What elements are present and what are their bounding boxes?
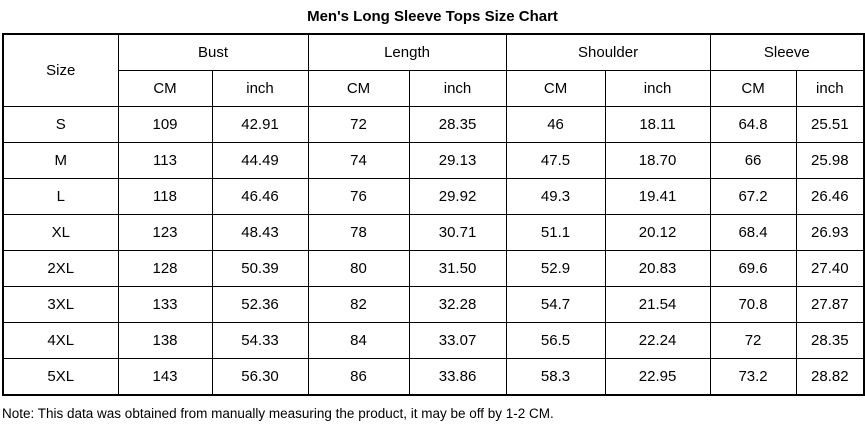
cell-shoulder-cm: 54.7	[505, 286, 606, 323]
size-chart-table: Size Bust Length Shoulder Sleeve CM inch…	[2, 33, 865, 396]
cell-shoulder-cm: 56.5	[505, 322, 606, 359]
table-row: XL 123 48.43 78 30.71 51.1 20.12 68.4 26…	[2, 214, 865, 251]
table-row: 5XL 143 56.30 86 33.86 58.3 22.95 73.2 2…	[2, 358, 865, 396]
cell-length-cm: 78	[307, 214, 410, 251]
cell-sleeve-cm: 70.8	[709, 286, 797, 323]
table-row: S 109 42.91 72 28.35 46 18.11 64.8 25.51	[2, 106, 865, 143]
header-bust-cm: CM	[117, 70, 213, 107]
cell-shoulder-inch: 19.41	[604, 178, 711, 215]
cell-shoulder-inch: 20.12	[604, 214, 711, 251]
cell-sleeve-cm: 67.2	[709, 178, 797, 215]
cell-sleeve-inch: 25.51	[795, 106, 865, 143]
cell-bust-inch: 50.39	[211, 250, 309, 287]
cell-length-inch: 28.35	[408, 106, 507, 143]
cell-length-cm: 82	[307, 286, 410, 323]
cell-shoulder-cm: 51.1	[505, 214, 606, 251]
header-unit-row: CM inch CM inch CM inch CM inch	[3, 70, 865, 107]
cell-bust-inch: 54.33	[211, 322, 309, 359]
cell-bust-inch: 44.49	[211, 142, 309, 179]
cell-bust-inch: 48.43	[211, 214, 309, 251]
cell-length-inch: 30.71	[408, 214, 507, 251]
header-shoulder-cm: CM	[505, 70, 606, 107]
cell-sleeve-cm: 69.6	[709, 250, 797, 287]
cell-length-cm: 86	[307, 358, 410, 396]
cell-shoulder-inch: 22.95	[604, 358, 711, 396]
header-size: Size	[2, 33, 119, 107]
cell-length-cm: 72	[307, 106, 410, 143]
header-bust-inch: inch	[211, 70, 309, 107]
cell-shoulder-inch: 18.70	[604, 142, 711, 179]
cell-shoulder-cm: 47.5	[505, 142, 606, 179]
header-sleeve-cm: CM	[709, 70, 797, 107]
cell-length-cm: 74	[307, 142, 410, 179]
cell-length-inch: 29.92	[408, 178, 507, 215]
note-text: Note: This data was obtained from manual…	[2, 406, 554, 421]
cell-size: 4XL	[2, 322, 119, 359]
page-title: Men's Long Sleeve Tops Size Chart	[307, 8, 558, 25]
table-row: L 118 46.46 76 29.92 49.3 19.41 67.2 26.…	[2, 178, 865, 215]
header-group-bust: Bust	[117, 33, 309, 71]
cell-length-inch: 29.13	[408, 142, 507, 179]
cell-sleeve-inch: 27.40	[795, 250, 865, 287]
cell-shoulder-cm: 46	[505, 106, 606, 143]
cell-size: XL	[2, 214, 119, 251]
table-row: 4XL 138 54.33 84 33.07 56.5 22.24 72 28.…	[2, 322, 865, 359]
cell-shoulder-inch: 18.11	[604, 106, 711, 143]
header-length-cm: CM	[307, 70, 410, 107]
cell-length-inch: 31.50	[408, 250, 507, 287]
cell-sleeve-cm: 73.2	[709, 358, 797, 396]
cell-size: 5XL	[2, 358, 119, 396]
cell-sleeve-cm: 64.8	[709, 106, 797, 143]
header-group-length: Length	[307, 33, 507, 71]
cell-sleeve-inch: 26.46	[795, 178, 865, 215]
header-length-inch: inch	[408, 70, 507, 107]
cell-bust-cm: 118	[117, 178, 213, 215]
cell-bust-inch: 42.91	[211, 106, 309, 143]
header-group-shoulder: Shoulder	[505, 33, 711, 71]
cell-size: S	[2, 106, 119, 143]
cell-shoulder-inch: 22.24	[604, 322, 711, 359]
cell-shoulder-inch: 20.83	[604, 250, 711, 287]
cell-bust-inch: 52.36	[211, 286, 309, 323]
cell-sleeve-inch: 28.35	[795, 322, 865, 359]
cell-shoulder-inch: 21.54	[604, 286, 711, 323]
cell-shoulder-cm: 49.3	[505, 178, 606, 215]
cell-size: M	[2, 142, 119, 179]
cell-length-cm: 84	[307, 322, 410, 359]
cell-bust-inch: 56.30	[211, 358, 309, 396]
cell-bust-cm: 133	[117, 286, 213, 323]
cell-shoulder-cm: 58.3	[505, 358, 606, 396]
cell-sleeve-inch: 28.82	[795, 358, 865, 396]
header-group-sleeve: Sleeve	[709, 33, 865, 71]
cell-sleeve-inch: 27.87	[795, 286, 865, 323]
cell-length-cm: 80	[307, 250, 410, 287]
cell-size: 2XL	[2, 250, 119, 287]
table-row: 3XL 133 52.36 82 32.28 54.7 21.54 70.8 2…	[2, 286, 865, 323]
cell-shoulder-cm: 52.9	[505, 250, 606, 287]
cell-bust-cm: 128	[117, 250, 213, 287]
cell-bust-cm: 138	[117, 322, 213, 359]
header-shoulder-inch: inch	[604, 70, 711, 107]
cell-sleeve-inch: 26.93	[795, 214, 865, 251]
cell-sleeve-cm: 68.4	[709, 214, 797, 251]
header-sleeve-inch: inch	[795, 70, 865, 107]
cell-length-inch: 33.86	[408, 358, 507, 396]
cell-length-inch: 32.28	[408, 286, 507, 323]
cell-bust-cm: 113	[117, 142, 213, 179]
cell-bust-inch: 46.46	[211, 178, 309, 215]
cell-length-cm: 76	[307, 178, 410, 215]
cell-sleeve-cm: 72	[709, 322, 797, 359]
cell-sleeve-cm: 66	[709, 142, 797, 179]
table-row: 2XL 128 50.39 80 31.50 52.9 20.83 69.6 2…	[2, 250, 865, 287]
cell-bust-cm: 143	[117, 358, 213, 396]
cell-size: L	[2, 178, 119, 215]
header-group-row: Size Bust Length Shoulder Sleeve	[2, 33, 865, 107]
cell-size: 3XL	[2, 286, 119, 323]
cell-bust-cm: 123	[117, 214, 213, 251]
cell-bust-cm: 109	[117, 106, 213, 143]
cell-sleeve-inch: 25.98	[795, 142, 865, 179]
table-row: M 113 44.49 74 29.13 47.5 18.70 66 25.98	[2, 142, 865, 179]
cell-length-inch: 33.07	[408, 322, 507, 359]
